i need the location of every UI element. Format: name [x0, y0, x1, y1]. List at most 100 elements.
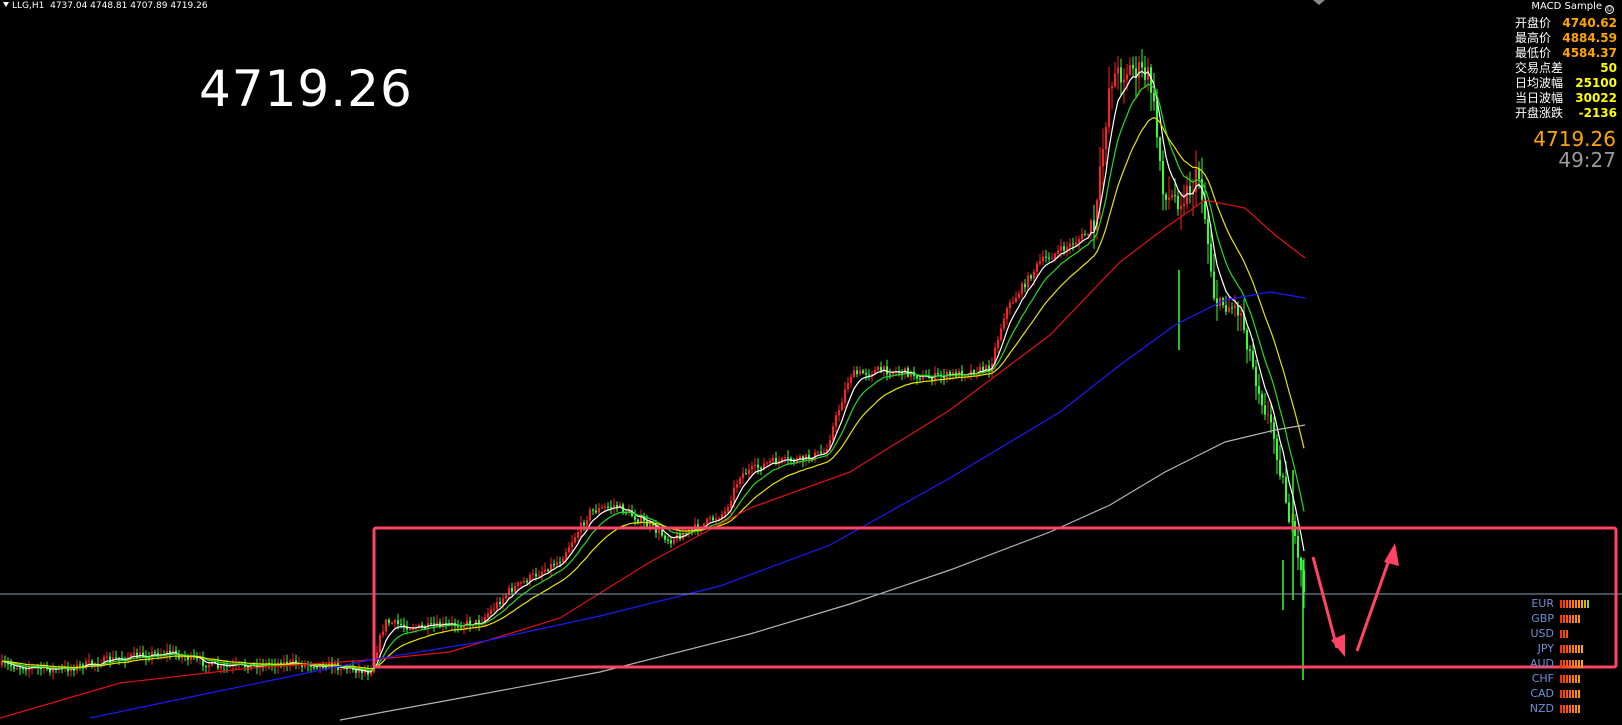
- strength-bar: [1560, 659, 1562, 668]
- strength-bar: [1572, 704, 1574, 713]
- currency-row: JPY: [1528, 641, 1618, 656]
- strength-bar: [1581, 659, 1583, 668]
- strength-bar: [1575, 689, 1577, 698]
- strength-bar: [1578, 659, 1580, 668]
- stat-value: -2136: [1578, 106, 1617, 120]
- currency-code: USD: [1530, 627, 1554, 640]
- strength-bar: [1560, 644, 1562, 653]
- stat-row: 最高价 4884.59: [1515, 31, 1617, 46]
- stat-row: 交易点差 50: [1515, 61, 1617, 76]
- stat-row: 开盘价 4740.62: [1515, 16, 1617, 31]
- current-price: 4719.26: [1533, 127, 1616, 151]
- strength-bar: [1560, 674, 1562, 683]
- chart-shift-marker[interactable]: [1313, 0, 1325, 5]
- smiley-icon: ☺: [1605, 5, 1614, 14]
- stat-row: 日均波幅 25100: [1515, 76, 1617, 91]
- strength-bar: [1578, 599, 1580, 608]
- ohlc-values: 4737.04 4748.81 4707.89 4719.26: [50, 1, 208, 11]
- stat-row: 当日波幅 30022: [1515, 91, 1617, 106]
- strength-bar: [1566, 659, 1568, 668]
- stat-label: 交易点差: [1515, 61, 1564, 75]
- strength-bar: [1563, 644, 1565, 653]
- strength-bar: [1572, 599, 1574, 608]
- currency-code: GBP: [1531, 612, 1554, 625]
- strength-bar: [1563, 704, 1565, 713]
- strength-bar: [1575, 704, 1577, 713]
- strength-bar: [1578, 644, 1580, 653]
- expert-advisor-label[interactable]: MACD Sample ☺: [1531, 1, 1614, 14]
- strength-bar: [1566, 704, 1568, 713]
- strength-bar: [1563, 689, 1565, 698]
- strength-bar: [1572, 689, 1574, 698]
- strength-bar: [1569, 599, 1571, 608]
- down-arrow[interactable]: [1311, 556, 1345, 657]
- strength-bar: [1569, 644, 1571, 653]
- stat-value: 25100: [1575, 76, 1617, 90]
- strength-bar: [1566, 644, 1568, 653]
- stat-label: 最高价: [1515, 31, 1552, 45]
- strength-bars: [1560, 614, 1580, 623]
- strength-bar: [1563, 614, 1565, 623]
- strength-bar: [1566, 614, 1568, 623]
- strength-bar: [1569, 614, 1571, 623]
- strength-bar: [1563, 629, 1565, 638]
- strength-bar: [1569, 674, 1571, 683]
- currency-code: CAD: [1530, 687, 1554, 700]
- strength-bar: [1575, 614, 1577, 623]
- stat-label: 开盘涨跌: [1515, 106, 1564, 120]
- collapse-triangle-icon[interactable]: [3, 2, 9, 7]
- strength-bar: [1587, 599, 1589, 608]
- strength-bar: [1563, 599, 1565, 608]
- stat-value: 4740.62: [1562, 16, 1617, 30]
- strength-bars: [1560, 689, 1580, 698]
- strength-bar: [1572, 614, 1574, 623]
- currency-row: NZD: [1528, 701, 1618, 716]
- strength-bar: [1569, 704, 1571, 713]
- strength-bars: [1560, 704, 1580, 713]
- stat-label: 开盘价: [1515, 16, 1552, 30]
- strength-bar: [1575, 674, 1577, 683]
- stat-row: 开盘涨跌 -2136: [1515, 106, 1617, 121]
- strength-bar: [1575, 599, 1577, 608]
- strength-bars: [1560, 644, 1583, 653]
- symbol-timeframe: LLG,H1: [12, 1, 45, 11]
- up-arrow[interactable]: [1355, 543, 1399, 652]
- strength-bar: [1560, 629, 1562, 638]
- strength-bars: [1560, 629, 1568, 638]
- currency-code: NZD: [1529, 702, 1554, 715]
- strength-bar: [1566, 689, 1568, 698]
- strength-bar: [1569, 689, 1571, 698]
- support-zone-box[interactable]: [372, 526, 1618, 669]
- stat-value: 30022: [1575, 91, 1617, 105]
- strength-bar: [1581, 599, 1583, 608]
- currency-code: EUR: [1531, 597, 1554, 610]
- strength-bar: [1575, 659, 1577, 668]
- currency-code: JPY: [1537, 642, 1554, 655]
- strength-bar: [1560, 689, 1562, 698]
- strength-bar: [1572, 674, 1574, 683]
- strength-bar: [1578, 614, 1580, 623]
- strength-bar: [1578, 674, 1580, 683]
- strength-bar: [1560, 704, 1562, 713]
- strength-bar: [1578, 689, 1580, 698]
- strength-bar: [1581, 644, 1583, 653]
- currency-strength-meter: EUR GBP USD JPY AUD CHF CAD NZD: [1528, 596, 1618, 716]
- currency-row: AUD: [1528, 656, 1618, 671]
- currency-row: GBP: [1528, 611, 1618, 626]
- ea-name: MACD Sample: [1531, 1, 1602, 12]
- price-stats-panel: 开盘价 4740.62 最高价 4884.59 最低价 4584.37 交易点差 50 日均波幅…: [1515, 16, 1617, 121]
- stat-label: 当日波幅: [1515, 91, 1564, 105]
- strength-bar: [1575, 644, 1577, 653]
- strength-bar: [1560, 614, 1562, 623]
- currency-code: CHF: [1531, 672, 1554, 685]
- stat-label: 最低价: [1515, 46, 1552, 60]
- currency-code: AUD: [1529, 657, 1554, 670]
- stat-value: 4584.37: [1562, 46, 1617, 60]
- currency-row: CHF: [1528, 671, 1618, 686]
- currency-row: CAD: [1528, 686, 1618, 701]
- strength-bar: [1560, 599, 1562, 608]
- strength-bar: [1584, 599, 1586, 608]
- strength-bar: [1578, 704, 1580, 713]
- strength-bar: [1563, 659, 1565, 668]
